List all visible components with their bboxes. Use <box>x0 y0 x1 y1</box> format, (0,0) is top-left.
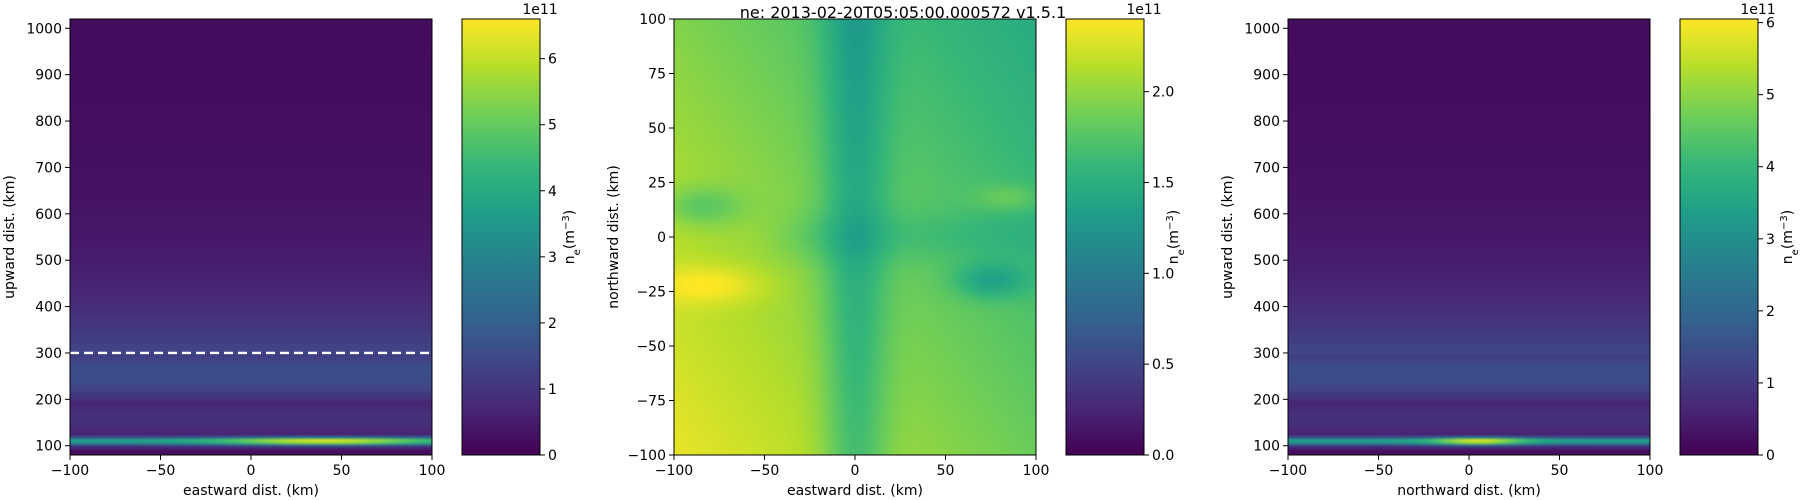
colorbar-tick-label: 0 <box>548 448 557 464</box>
colorbar-exponent: 1e11 <box>1740 2 1775 18</box>
y-tick-label: 1000 <box>26 21 62 37</box>
x-tick-label: −100 <box>51 463 89 479</box>
colorbar-label-main: n <box>1166 255 1182 264</box>
y-tick-label: −100 <box>628 448 666 464</box>
colorbar-tick-label: 2.0 <box>1152 85 1174 101</box>
colorbar-tick-label: 0.0 <box>1152 448 1174 464</box>
y-tick-label: 300 <box>1253 346 1280 362</box>
y-tick-label: 100 <box>1253 439 1280 455</box>
x-axis-label: eastward dist. (km) <box>183 483 319 499</box>
x-tick-label: 100 <box>419 463 446 479</box>
colorbar-label-sub: e <box>1790 249 1800 255</box>
x-tick-label: 0 <box>247 463 256 479</box>
y-tick-label: 700 <box>1253 160 1280 176</box>
y-tick-label: 0 <box>657 230 666 246</box>
colorbar-tick-label: 1.5 <box>1152 176 1174 192</box>
colorbar-tick-label: 0.5 <box>1152 357 1174 373</box>
x-axis-label: northward dist. (km) <box>1397 483 1541 499</box>
colorbar-tick-label: 4 <box>548 184 557 200</box>
x-axis-label: eastward dist. (km) <box>787 483 923 499</box>
heatmap-image-1 <box>70 19 432 455</box>
colorbar-label-sup: −3 <box>1779 215 1790 230</box>
colorbar-label-close: ) <box>562 210 578 215</box>
y-tick-label: 500 <box>35 253 62 269</box>
colorbar-tick-label: 6 <box>1766 16 1775 32</box>
colorbar-tick-label: 4 <box>1766 160 1775 176</box>
colorbar-label-sup: −3 <box>561 215 572 230</box>
colorbar-exponent: 1e11 <box>1126 2 1161 18</box>
colorbar-label-main: n <box>562 255 578 264</box>
y-axis-label: upward dist. (km) <box>1220 175 1236 299</box>
y-tick-label: 900 <box>35 68 62 84</box>
y-tick-label: −50 <box>636 339 666 355</box>
y-tick-label: 50 <box>648 121 666 137</box>
colorbar-label-paren: (m <box>562 230 578 249</box>
colorbar-tick-label: 5 <box>548 118 557 134</box>
colorbar-tick-label: 3 <box>1766 232 1775 248</box>
colorbar-3 <box>1679 18 1759 456</box>
x-tick-label: 0 <box>1465 463 1474 479</box>
colorbar-tick-label: 2 <box>548 316 557 332</box>
x-tick-label: −100 <box>655 463 693 479</box>
colorbar-tick-label: 2 <box>1766 304 1775 320</box>
colorbar-2 <box>1065 18 1145 456</box>
x-tick-label: −50 <box>1364 463 1394 479</box>
y-tick-label: 100 <box>35 439 62 455</box>
figure-title: ne: 2013-02-20T05:05:00.000572 v1.5.1 <box>740 3 1067 22</box>
colorbar-label-paren: (m <box>1780 230 1796 249</box>
x-tick-label: 50 <box>937 463 955 479</box>
x-tick-label: 100 <box>1023 463 1050 479</box>
colorbar-exponent: 1e11 <box>522 2 557 18</box>
colorbar-label-close: ) <box>1780 210 1796 215</box>
colorbar-label-sup: −3 <box>1165 215 1176 230</box>
colorbar-label-main: n <box>1780 255 1796 264</box>
colorbar-tick-label: 5 <box>1766 88 1775 104</box>
colorbar-tick-label: 1 <box>548 382 557 398</box>
colorbar-label-paren: (m <box>1166 230 1182 249</box>
y-axis-label: northward dist. (km) <box>606 165 622 309</box>
y-tick-label: 500 <box>1253 253 1280 269</box>
colorbar-label: ne(m−3) <box>1165 210 1187 264</box>
colorbar-tick-label: 0 <box>1766 448 1775 464</box>
colorbar-label-sub: e <box>572 249 583 255</box>
x-tick-label: 100 <box>1637 463 1664 479</box>
x-tick-label: 50 <box>1551 463 1569 479</box>
x-tick-label: −100 <box>1269 463 1307 479</box>
y-tick-label: 400 <box>35 300 62 316</box>
y-tick-label: 800 <box>35 114 62 130</box>
colorbar-label: ne(m−3) <box>561 210 583 264</box>
y-tick-label: −25 <box>636 285 666 301</box>
y-tick-label: 800 <box>1253 114 1280 130</box>
heatmap-image-2 <box>674 19 1036 455</box>
x-tick-label: 50 <box>333 463 351 479</box>
y-tick-label: 600 <box>1253 207 1280 223</box>
colorbar-tick-label: 1.0 <box>1152 266 1174 282</box>
colorbar-tick-label: 3 <box>548 250 557 266</box>
y-tick-label: 700 <box>35 160 62 176</box>
colorbar-tick-label: 1 <box>1766 376 1775 392</box>
y-tick-label: −75 <box>636 394 666 410</box>
heatmap-image-3 <box>1288 19 1650 455</box>
colorbar-label-close: ) <box>1166 210 1182 215</box>
y-tick-label: 200 <box>1253 392 1280 408</box>
x-tick-label: −50 <box>146 463 176 479</box>
y-tick-label: 400 <box>1253 300 1280 316</box>
y-tick-label: 1000 <box>1244 21 1280 37</box>
y-tick-label: 300 <box>35 346 62 362</box>
y-axis-label: upward dist. (km) <box>2 175 18 299</box>
colorbar-label: ne(m−3) <box>1779 210 1800 264</box>
colorbar-1 <box>461 18 541 456</box>
colorbar-tick-label: 6 <box>548 52 557 68</box>
x-tick-label: −50 <box>750 463 780 479</box>
y-tick-label: 900 <box>1253 68 1280 84</box>
colorbar-label-sub: e <box>1176 249 1187 255</box>
y-tick-label: 75 <box>648 67 666 83</box>
x-tick-label: 0 <box>851 463 860 479</box>
y-tick-label: 200 <box>35 392 62 408</box>
y-tick-label: 600 <box>35 207 62 223</box>
y-tick-label: 25 <box>648 176 666 192</box>
y-tick-label: 100 <box>639 12 666 28</box>
